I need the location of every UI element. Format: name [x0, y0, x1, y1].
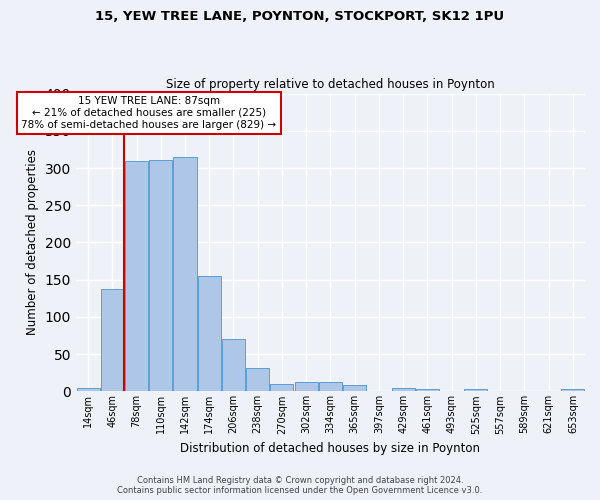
Bar	[464, 389, 487, 392]
Text: 15 YEW TREE LANE: 87sqm
← 21% of detached houses are smaller (225)
78% of semi-d: 15 YEW TREE LANE: 87sqm ← 21% of detache…	[22, 96, 277, 130]
Y-axis label: Number of detached properties: Number of detached properties	[26, 150, 39, 336]
Bar	[125, 160, 148, 392]
Bar	[101, 290, 124, 392]
Bar	[562, 389, 584, 392]
Title: Size of property relative to detached houses in Poynton: Size of property relative to detached ho…	[166, 78, 495, 91]
Bar	[149, 160, 172, 392]
Bar	[271, 384, 293, 392]
Bar	[77, 388, 100, 392]
X-axis label: Distribution of detached houses by size in Poynton: Distribution of detached houses by size …	[181, 442, 481, 455]
Bar	[416, 389, 439, 392]
Bar	[295, 382, 318, 392]
Bar	[173, 157, 197, 392]
Text: Contains HM Land Registry data © Crown copyright and database right 2024.
Contai: Contains HM Land Registry data © Crown c…	[118, 476, 482, 495]
Bar	[392, 388, 415, 392]
Bar	[319, 382, 342, 392]
Bar	[246, 368, 269, 392]
Bar	[222, 340, 245, 392]
Text: 15, YEW TREE LANE, POYNTON, STOCKPORT, SK12 1PU: 15, YEW TREE LANE, POYNTON, STOCKPORT, S…	[95, 10, 505, 23]
Bar	[198, 276, 221, 392]
Bar	[343, 386, 366, 392]
